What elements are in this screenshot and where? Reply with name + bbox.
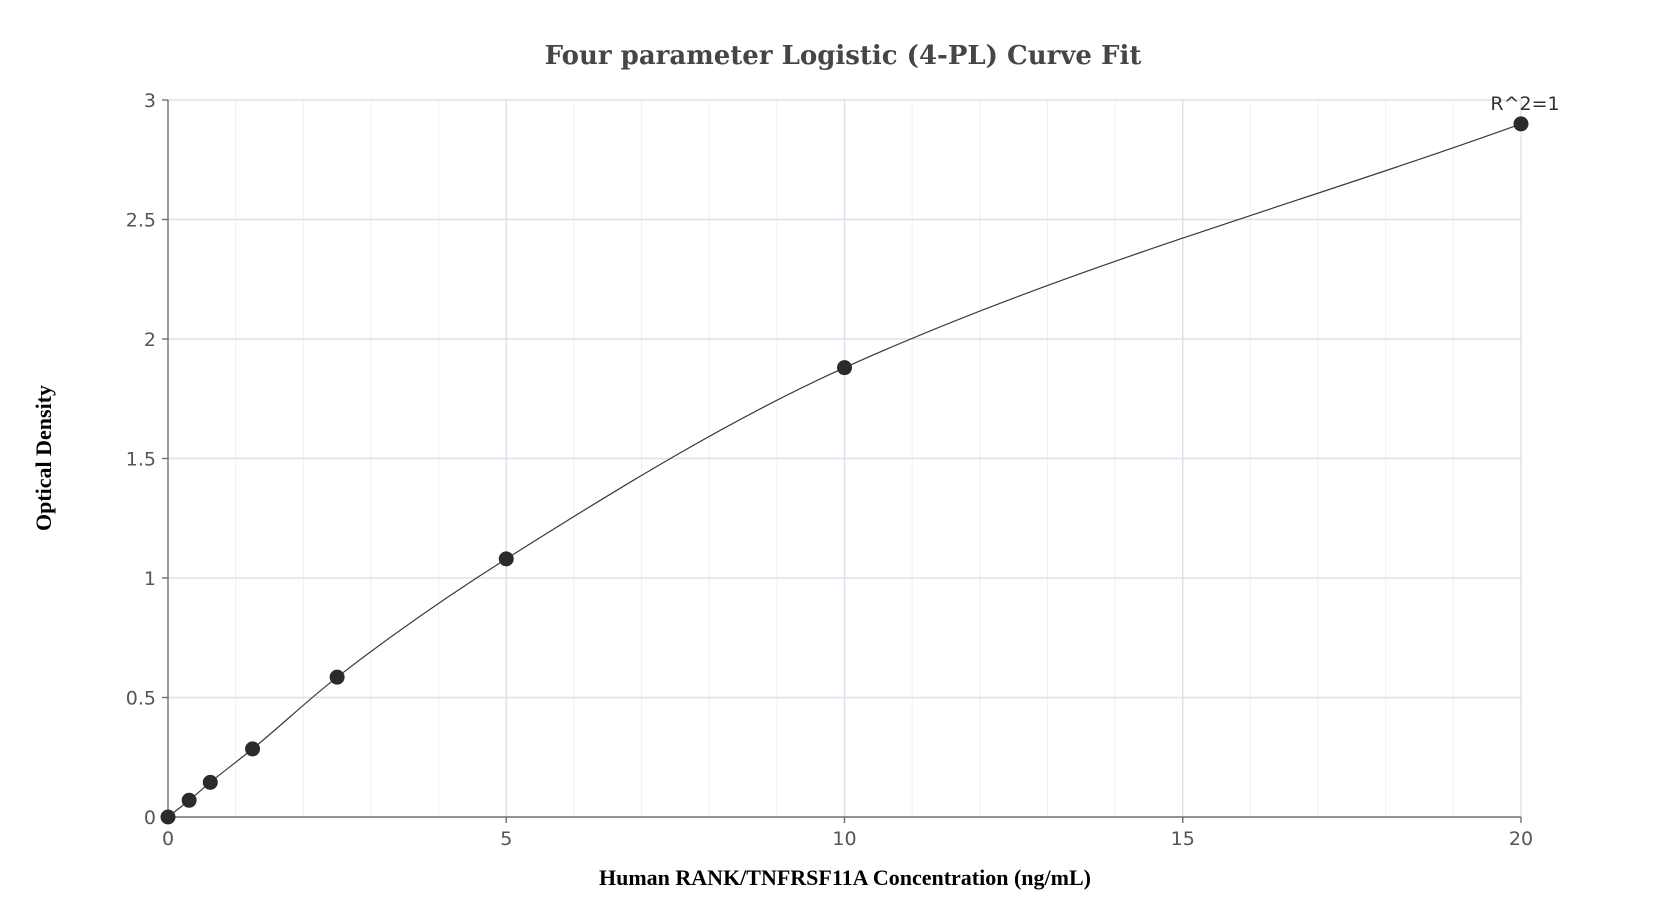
y-tick-label: 1 xyxy=(144,568,156,590)
data-points xyxy=(160,116,1529,825)
y-tick-label: 3 xyxy=(144,90,156,112)
chart-title: Four parameter Logistic (4-PL) Curve Fit xyxy=(545,41,1142,71)
x-axis-title: Human RANK/TNFRSF11A Concentration (ng/m… xyxy=(599,865,1091,890)
y-tick-label: 0 xyxy=(144,807,156,829)
x-tick-label: 10 xyxy=(832,828,856,850)
data-point xyxy=(498,551,514,567)
axes xyxy=(162,99,1522,823)
r-squared-annotation: R^2=1 xyxy=(1490,93,1559,115)
y-axis-title: Optical Density xyxy=(31,385,56,531)
y-tick-label: 2.5 xyxy=(126,210,156,232)
tick-labels: 0 0.5 1 1.5 2 2.5 3 0 5 10 15 20 xyxy=(126,90,1533,850)
y-tick-label: 0.5 xyxy=(126,688,156,710)
data-point xyxy=(181,792,197,808)
data-point xyxy=(160,809,176,825)
grid xyxy=(168,99,1522,817)
x-tick-label: 5 xyxy=(500,828,512,850)
data-point xyxy=(1513,116,1529,132)
x-tick-label: 15 xyxy=(1171,828,1195,850)
x-tick-label: 20 xyxy=(1509,828,1533,850)
y-tick-label: 2 xyxy=(144,329,156,351)
x-tick-label: 0 xyxy=(162,828,174,850)
data-point xyxy=(202,774,218,790)
y-tick-label: 1.5 xyxy=(126,449,156,471)
data-point xyxy=(245,741,261,757)
data-point xyxy=(329,669,345,685)
data-point xyxy=(837,360,852,376)
